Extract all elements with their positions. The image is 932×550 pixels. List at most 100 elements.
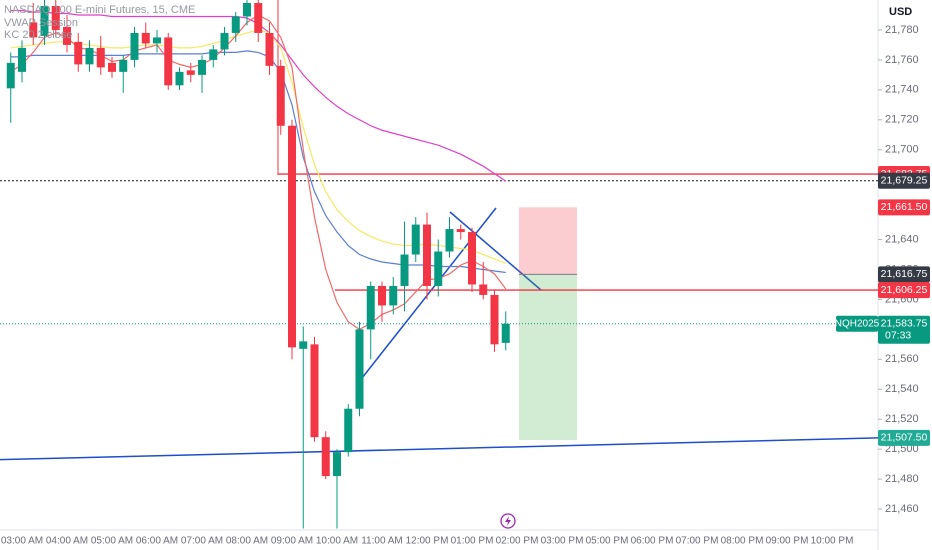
price-label: 21,616.75 (881, 268, 928, 280)
candle-body (119, 59, 128, 72)
last-price-bg (878, 315, 930, 344)
price-label: 21,679.25 (881, 175, 928, 187)
candle-body (456, 229, 465, 233)
candle-body (366, 285, 375, 330)
candle-body (299, 341, 308, 349)
target-zone (519, 274, 577, 440)
price-label-bg (878, 282, 930, 299)
candle-body (423, 224, 431, 286)
candle-body (501, 323, 510, 343)
price-label: 21,507.50 (881, 432, 928, 444)
candle-body (96, 47, 105, 68)
y-tick-label: 21,640 (885, 233, 919, 245)
candle-body (344, 408, 353, 453)
candle-body (400, 254, 409, 286)
candle-body (6, 62, 15, 89)
x-tick-label: 10:00 PM (811, 536, 854, 547)
candle-body (141, 32, 150, 44)
y-tick-label: 21,500 (885, 443, 919, 455)
price-label-bg (878, 172, 930, 189)
candle-body (164, 37, 173, 86)
candle-body (254, 2, 263, 33)
candle-body (276, 65, 285, 126)
x-tick-label: 05:00 AM (91, 536, 133, 547)
x-tick-label: 01:00 PM (451, 536, 494, 547)
candle-body (310, 344, 319, 438)
y-tick-label: 21,720 (885, 114, 919, 126)
candle-body (265, 32, 274, 66)
candle-body (198, 59, 206, 75)
x-tick-label: 05:00 PM (586, 536, 629, 547)
x-tick-label: 12:00 PM (406, 536, 449, 547)
x-tick-label: 03:00 AM (1, 536, 43, 547)
candle-body (63, 26, 71, 45)
price-label: 21,606.25 (881, 284, 928, 296)
candle-body (51, 5, 60, 30)
x-tick-label: 06:00 PM (631, 536, 674, 547)
candle-body (175, 71, 184, 86)
x-tick-label: 02:00 PM (496, 536, 539, 547)
symbol-label: NQH2025 (835, 318, 880, 329)
y-tick-label: 21,760 (885, 54, 919, 66)
candle-body (220, 32, 229, 50)
chart-title: NASDAQ 100 E-mini Futures, 15, CME (4, 4, 195, 16)
candle-body (355, 329, 364, 409)
x-tick-label: 08:00 PM (721, 536, 764, 547)
countdown: 07:33 (885, 330, 911, 342)
candle-body (40, 5, 49, 36)
y-tick-label: 21,560 (885, 353, 919, 365)
stop-zone (519, 207, 577, 275)
candle-body (468, 232, 476, 285)
candle-body (445, 229, 454, 252)
y-tick-label: 21,780 (885, 24, 919, 36)
x-tick-label: 10:00 AM (316, 536, 358, 547)
price-label-bg (878, 199, 930, 216)
trendline (0, 437, 879, 461)
candle-body (288, 125, 296, 348)
candle-body (74, 41, 83, 65)
x-tick-label: 04:00 AM (46, 536, 88, 547)
candle-body (108, 62, 116, 72)
drawing-line (449, 211, 542, 291)
y-tick-label: 21,740 (885, 84, 919, 96)
candle-body (333, 452, 341, 477)
candle-body (243, 2, 251, 17)
currency: USD (889, 6, 912, 18)
x-tick-label: 06:00 AM (136, 536, 178, 547)
candle-body (378, 285, 386, 306)
indicator-label: VWAP Session (4, 17, 78, 29)
candle-body (85, 47, 94, 65)
x-tick-label: 07:00 AM (181, 536, 223, 547)
price-label-bg (878, 429, 930, 446)
y-tick-label: 21,540 (885, 383, 919, 395)
indicator-label: KC 20 2 close (4, 29, 72, 41)
candle-body (29, 22, 38, 38)
x-tick-label: 11:00 AM (361, 536, 403, 547)
candle-body (411, 224, 420, 255)
y-tick-label: 21,480 (885, 473, 919, 485)
y-tick-label: 21,700 (885, 144, 919, 156)
candle-body (434, 251, 443, 286)
replay-icon[interactable] (500, 513, 516, 529)
candle-body (231, 16, 240, 33)
candle-body (186, 70, 195, 75)
candle-body (389, 285, 398, 306)
price-label: 21,661.50 (881, 201, 928, 213)
candle-body (18, 47, 26, 72)
y-tick-label: 21,520 (885, 413, 919, 425)
candle-body (479, 284, 488, 295)
x-tick-label: 08:00 AM (226, 536, 268, 547)
candle-body (153, 37, 161, 44)
x-tick-label: 07:00 PM (676, 536, 719, 547)
candle-body (321, 437, 330, 477)
y-tick-label: 21,460 (885, 503, 919, 515)
x-tick-label: 03:00 PM (541, 536, 584, 547)
x-tick-label: 09:00 PM (766, 536, 809, 547)
symbol-bg (836, 315, 878, 332)
candle-body (490, 294, 499, 345)
price-label-bg (878, 266, 930, 283)
last-price-label: 21,583.75 (881, 318, 928, 330)
